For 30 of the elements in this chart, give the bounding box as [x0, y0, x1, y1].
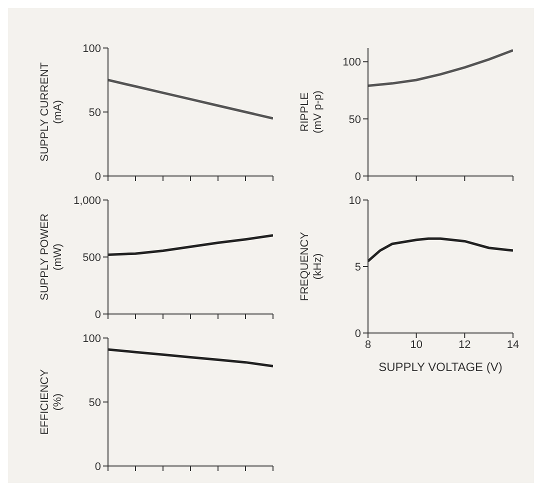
y-tick-label: 100 — [82, 332, 101, 345]
y-tick-label: 50 — [88, 106, 101, 119]
y-axis-title: SUPPLY POWER (mW) — [39, 213, 64, 301]
y-axis-title: EFFICIENCY (%) — [39, 368, 64, 435]
y-tick-label: 50 — [88, 396, 101, 409]
y-axis-title: SUPPLY CURRENT (mA) — [39, 62, 64, 162]
line-series — [108, 348, 273, 368]
x-tick-label: 14 — [506, 338, 520, 351]
y-tick-label: 0 — [354, 170, 361, 183]
y-tick-label: 100 — [342, 56, 361, 69]
y-axis-title: RIPPLE (mV p-p) — [299, 90, 324, 134]
y-tick-label: 100 — [82, 42, 101, 55]
y-tick-label: 10 — [348, 194, 361, 207]
y-axis-title: FREQUENCY (kHz) — [299, 231, 324, 302]
x-tick-label: 12 — [458, 338, 471, 351]
x-tick-label: 8 — [364, 338, 372, 351]
y-tick-label: 0 — [354, 328, 361, 340]
line-series — [368, 237, 513, 262]
y-tick-label: 500 — [82, 252, 101, 264]
y-tick-label: 5 — [354, 261, 361, 274]
y-tick-label: 0 — [94, 308, 101, 321]
line-series — [108, 78, 273, 120]
x-tick-label: 10 — [410, 338, 422, 351]
line-series — [368, 49, 513, 87]
y-tick-label: 0 — [94, 170, 101, 183]
y-tick-label: 0 — [94, 460, 101, 473]
line-series — [108, 234, 273, 256]
y-tick-label: 1,000 — [73, 194, 101, 207]
y-tick-label: 50 — [348, 114, 361, 126]
x-axis-title: SUPPLY VOLTAGE (V) — [378, 360, 502, 374]
